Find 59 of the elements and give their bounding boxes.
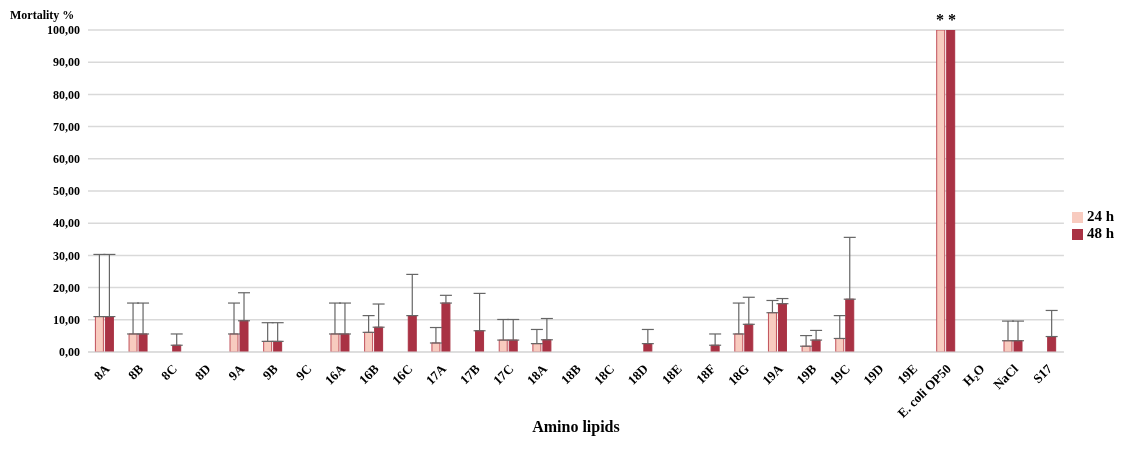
x-tick-label: 17C [489, 361, 517, 388]
bar [845, 298, 855, 352]
y-tick-label: 0,00 [59, 345, 80, 360]
x-tick-label: 17A [422, 360, 450, 388]
x-tick-label: 8B [124, 360, 147, 383]
y-axis-title: Mortality % [10, 8, 75, 23]
bar [239, 320, 249, 352]
y-tick-label: 40,00 [53, 216, 80, 231]
x-tick-label: H₂O [959, 361, 988, 389]
x-tick-label: 19A [759, 360, 787, 388]
x-tick-label: 9A [225, 360, 248, 384]
y-tick-label: 30,00 [53, 248, 80, 263]
y-tick-label: 10,00 [53, 313, 80, 328]
annotation: * * [936, 11, 957, 28]
bar [777, 303, 787, 352]
x-tick-label: 8A [90, 360, 114, 384]
bar [946, 30, 956, 352]
x-tick-label: 18F [692, 361, 719, 387]
x-tick-label: 8D [191, 361, 214, 384]
x-tick-label: 19C [826, 361, 853, 388]
bar [767, 312, 777, 352]
x-tick-label: 18E [658, 361, 685, 388]
y-tick-label: 90,00 [53, 55, 80, 70]
bar [936, 30, 946, 352]
legend-label: 24 h [1086, 208, 1114, 224]
x-tick-label: 16B [355, 360, 383, 388]
bar [475, 330, 485, 352]
x-tick-label: 18A [523, 360, 551, 388]
y-tick-label: 20,00 [53, 280, 80, 295]
x-tick-label: 17B [456, 360, 484, 388]
x-tick-label: 16A [321, 360, 349, 388]
x-tick-label: 19D [860, 361, 887, 388]
x-tick-label: 18D [624, 361, 652, 388]
x-tick-label: 9B [259, 360, 282, 383]
bar [744, 323, 754, 352]
y-tick-label: 80,00 [53, 87, 80, 102]
bar [104, 316, 114, 352]
y-tick-label: 50,00 [53, 184, 80, 199]
y-tick-label: 70,00 [53, 119, 80, 134]
x-tick-label: 18B [557, 360, 584, 388]
x-tick-label: 8C [158, 361, 180, 384]
x-tick-label: 18G [725, 361, 752, 389]
x-tick-label: 19B [793, 360, 820, 388]
y-tick-label: 100,00 [47, 23, 80, 38]
x-tick-label: 9C [292, 361, 315, 384]
bar [407, 315, 417, 352]
legend-label: 48 h [1086, 225, 1114, 241]
bar [94, 316, 104, 352]
x-tick-label: 19E [894, 361, 921, 388]
y-tick-label: 60,00 [53, 152, 80, 167]
bar [542, 339, 552, 352]
x-axis-title: Amino lipids [532, 418, 620, 436]
bar [229, 333, 239, 352]
x-tick-label: 18C [590, 361, 618, 388]
x-tick-label: 16C [389, 361, 416, 388]
bar [374, 326, 384, 352]
bar [441, 302, 451, 352]
bar [364, 331, 374, 352]
x-tick-label: S17 [1029, 360, 1056, 387]
